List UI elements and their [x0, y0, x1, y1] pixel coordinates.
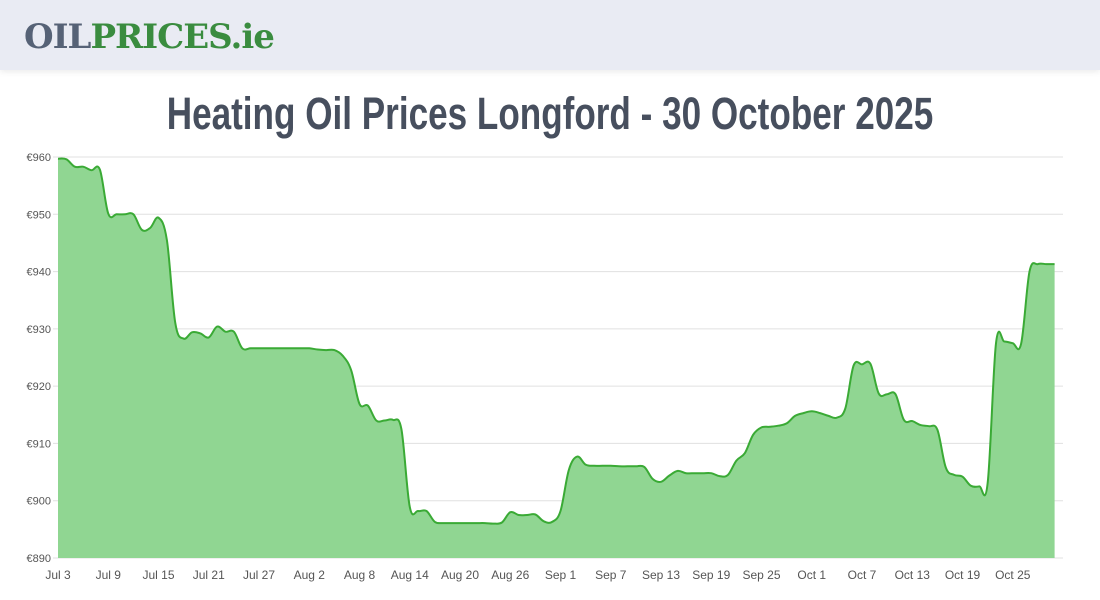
x-tick-label: Jul 9 [96, 568, 122, 582]
x-tick-label: Jul 15 [142, 568, 174, 582]
x-tick-label: Aug 2 [294, 568, 326, 582]
y-tick-label: €940 [27, 267, 51, 279]
y-tick-label: €950 [27, 209, 51, 221]
x-tick-label: Jul 21 [193, 568, 225, 582]
logo-prices-text: PRICES.ie [90, 17, 274, 57]
site-logo[interactable]: OILPRICES.ie [24, 17, 275, 57]
y-tick-label: €920 [27, 381, 51, 393]
y-tick-label: €900 [27, 496, 51, 508]
y-tick-label: €890 [27, 553, 51, 565]
y-tick-label: €960 [27, 152, 51, 164]
x-tick-label: Oct 13 [895, 568, 931, 582]
x-tick-label: Sep 19 [692, 568, 730, 582]
x-tick-label: Aug 20 [441, 568, 479, 582]
chart-x-axis: Jul 3 Jul 9 Jul 15 Jul 21 Jul 27 Aug 2 Aug 8 Au… [45, 568, 1030, 582]
price-area-fill [58, 158, 1055, 558]
price-line [57, 157, 1055, 525]
x-tick-label: Jul 27 [243, 568, 275, 582]
x-tick-label: Aug 14 [391, 568, 429, 582]
y-tick-label: €910 [27, 438, 51, 450]
x-tick-label: Sep 25 [742, 568, 780, 582]
x-tick-label: Aug 26 [491, 568, 529, 582]
chart-y-axis: €960 €950 €940 €930 €920 €910 €900 €890 [27, 152, 51, 565]
logo-oil-text: OIL [24, 17, 91, 57]
site-header: OILPRICES.ie [0, 0, 1100, 70]
x-tick-label: Oct 1 [797, 568, 826, 582]
x-tick-label: Aug 8 [344, 568, 376, 582]
x-tick-label: Sep 1 [545, 568, 577, 582]
x-tick-label: Oct 25 [995, 568, 1031, 582]
x-tick-label: Oct 7 [848, 568, 877, 582]
x-tick-label: Sep 7 [595, 568, 627, 582]
x-tick-label: Jul 3 [45, 568, 71, 582]
page-title: Heating Oil Prices Longford - 30 October… [166, 88, 934, 139]
x-tick-label: Oct 19 [945, 568, 981, 582]
y-tick-label: €930 [27, 324, 51, 336]
x-tick-label: Sep 13 [642, 568, 680, 582]
